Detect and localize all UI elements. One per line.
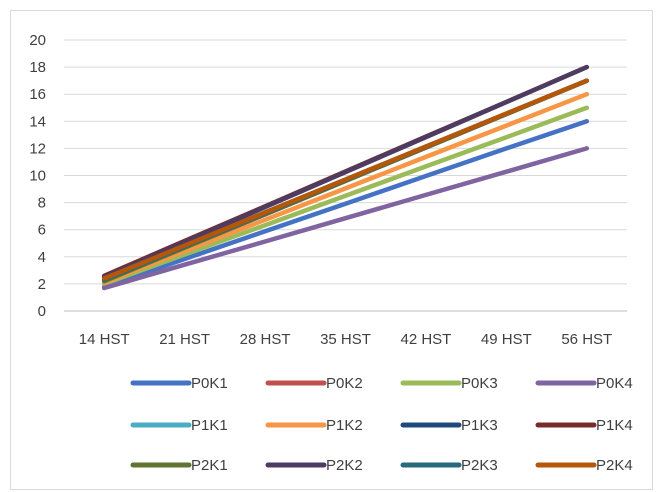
legend-label: P2K2 bbox=[326, 457, 363, 474]
legend-label: P1K1 bbox=[191, 417, 228, 434]
x-tick-label: 42 HST bbox=[400, 331, 451, 348]
legend-label: P2K4 bbox=[596, 457, 633, 474]
x-tick-label: 56 HST bbox=[561, 331, 612, 348]
x-axis-ticks: 14 HST 21 HST 28 HST 35 HST 42 HST 49 HST 56 H… bbox=[79, 331, 612, 348]
x-tick-label: 28 HST bbox=[240, 331, 291, 348]
series-line-p2k2 bbox=[101, 64, 590, 280]
series-line-p0k4 bbox=[101, 146, 590, 291]
y-tick-label: 16 bbox=[29, 86, 46, 103]
y-tick-label: 12 bbox=[29, 140, 46, 157]
x-tick-label: 49 HST bbox=[481, 331, 532, 348]
y-axis-ticks: 0 2 4 6 8 10 12 14 16 18 20 bbox=[29, 32, 46, 320]
legend: P0K1 P0K2 P0K3 P0K4 P1K1 P1K2 P1K3 P1K4 P2K1 P2K2… bbox=[130, 375, 633, 474]
y-tick-label: 0 bbox=[38, 303, 46, 320]
chart-frame bbox=[10, 10, 653, 490]
y-tick-label: 6 bbox=[38, 222, 46, 239]
legend-label: P0K4 bbox=[596, 375, 633, 392]
y-tick-label: 2 bbox=[38, 276, 46, 293]
y-tick-label: 20 bbox=[29, 32, 46, 49]
series-lines bbox=[101, 64, 590, 291]
series-line-p2k4 bbox=[101, 78, 590, 281]
y-tick-label: 10 bbox=[29, 168, 46, 185]
series-line-p0k1 bbox=[101, 119, 590, 289]
legend-label: P1K3 bbox=[461, 417, 498, 434]
legend-label: P1K4 bbox=[596, 417, 633, 434]
y-tick-label: 14 bbox=[29, 113, 46, 130]
legend-label: P0K3 bbox=[461, 375, 498, 392]
y-tick-label: 8 bbox=[38, 195, 46, 212]
series-line-p1k2 bbox=[101, 91, 590, 285]
legend-label: P1K2 bbox=[326, 417, 363, 434]
legend-label: P0K1 bbox=[191, 375, 228, 392]
gridlines bbox=[64, 39, 627, 312]
x-tick-label: 35 HST bbox=[320, 331, 371, 348]
x-tick-label: 21 HST bbox=[159, 331, 210, 348]
legend-label: P2K3 bbox=[461, 457, 498, 474]
x-tick-label: 14 HST bbox=[79, 331, 130, 348]
legend-label: P2K1 bbox=[191, 457, 228, 474]
y-tick-label: 4 bbox=[38, 249, 46, 266]
y-tick-label: 18 bbox=[29, 59, 46, 76]
series-line-p0k3 bbox=[101, 105, 590, 287]
legend-label: P0K2 bbox=[326, 375, 363, 392]
